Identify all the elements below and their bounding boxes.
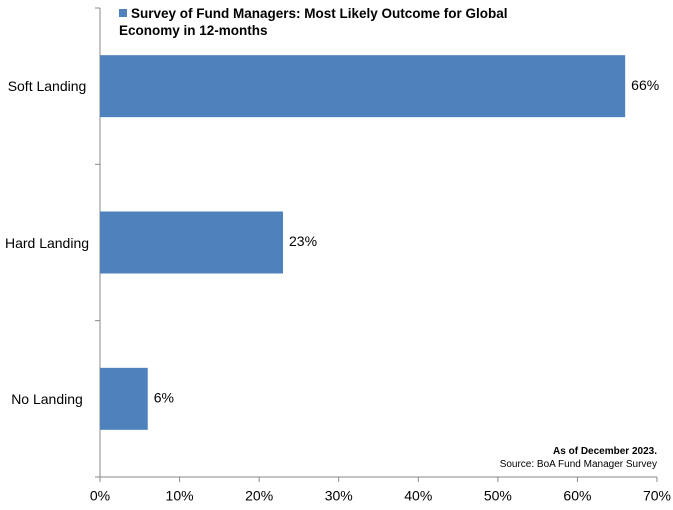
x-tick-label: 40% [404, 488, 432, 504]
legend: Survey of Fund Managers: Most Likely Out… [119, 5, 559, 39]
bar [100, 55, 626, 118]
bar [100, 367, 148, 430]
legend-label: Survey of Fund Managers: Most Likely Out… [119, 6, 508, 38]
annotation: Source: BoA Fund Manager Survey [499, 459, 657, 470]
category-label: No Landing [11, 390, 83, 407]
x-tick-label: 20% [245, 488, 273, 504]
x-tick-label: 50% [484, 488, 512, 504]
legend-swatch [119, 9, 127, 17]
category-label: Soft Landing [7, 78, 87, 95]
x-tick-label: 70% [643, 488, 671, 504]
x-tick-label: 0% [90, 488, 110, 504]
category-label: Hard Landing [4, 234, 90, 251]
data-label: 66% [631, 77, 659, 93]
x-tick-label: 30% [325, 488, 353, 504]
annotation: As of December 2023. [553, 446, 657, 457]
x-tick-label: 10% [166, 488, 194, 504]
data-label: 23% [289, 233, 317, 249]
data-label: 6% [154, 390, 174, 406]
bar [100, 211, 284, 274]
x-tick-label: 60% [563, 488, 591, 504]
